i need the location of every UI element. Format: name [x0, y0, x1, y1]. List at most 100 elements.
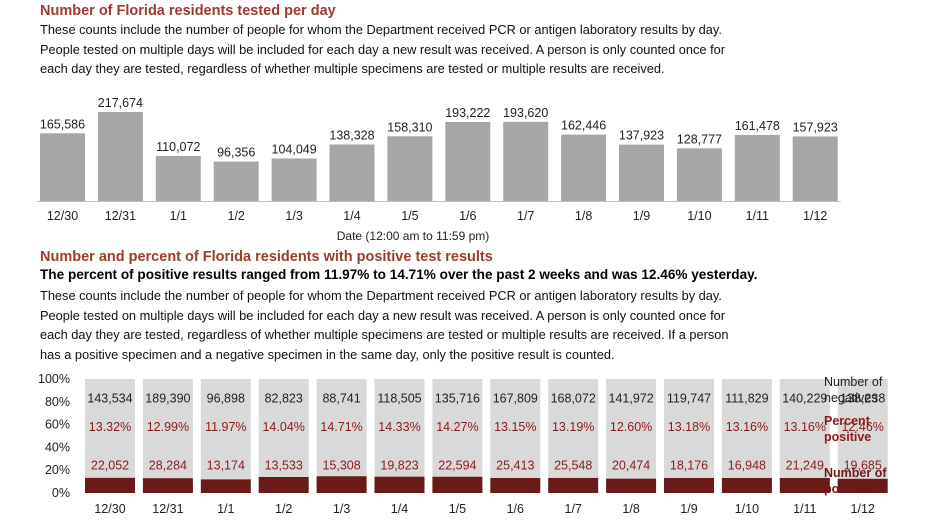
tested-value-label: 158,310 [387, 120, 432, 134]
x-tick-label: 1/10 [735, 502, 759, 516]
x-tick-label: 1/3 [333, 502, 350, 516]
tested-value-label: 217,674 [98, 96, 143, 110]
legend-negatives: Number of [824, 375, 883, 389]
negatives-bar-segment [258, 379, 309, 477]
x-tick-label: 1/12 [803, 209, 827, 223]
legend-negatives: negatives [824, 391, 878, 405]
negatives-bar-segment [200, 379, 251, 480]
x-tick-label: 12/31 [105, 209, 136, 223]
legend-positives: Number of [824, 466, 887, 480]
percent-positive-label: 13.15% [494, 420, 536, 434]
negatives-value-label: 141,972 [609, 391, 654, 405]
y-tick-label: 60% [45, 418, 70, 432]
negatives-bar-segment [316, 379, 367, 477]
x-tick-label: 1/7 [565, 502, 582, 516]
negatives-value-label: 167,809 [493, 391, 538, 405]
percent-positive-label: 12.60% [610, 420, 652, 434]
tested-value-label: 138,328 [329, 128, 374, 142]
x-tick-label: 12/30 [94, 502, 125, 516]
tested-bar [329, 144, 375, 201]
negatives-value-label: 96,898 [207, 391, 245, 405]
x-tick-label: 1/10 [687, 209, 711, 223]
tested-value-label: 193,222 [445, 106, 490, 120]
positives-bar-segment [200, 479, 251, 493]
description-line: These counts include the number of peopl… [40, 22, 722, 37]
percent-positive-label: 14.27% [436, 420, 478, 434]
y-tick-label: 100% [38, 372, 70, 386]
percent-positive-label: 13.32% [89, 420, 131, 434]
negatives-value-label: 168,072 [551, 391, 596, 405]
positives-value-label: 21,249 [786, 459, 824, 473]
positives-value-label: 13,533 [265, 459, 303, 473]
x-tick-label: 12/30 [47, 209, 78, 223]
positives-bar-segment [258, 476, 309, 493]
tested-bar [445, 121, 491, 201]
positive-chart-title: Number and percent of Florida residents … [40, 249, 493, 265]
description-line: People tested on multiple days will be i… [40, 41, 726, 57]
percent-positive-label: 12.99% [147, 420, 189, 434]
positives-value-label: 25,413 [496, 459, 534, 473]
x-tick-label: 1/8 [622, 502, 639, 516]
x-tick-label: 1/11 [746, 209, 769, 223]
tested-bar [676, 148, 722, 201]
legend-percent-positive: positive [824, 430, 871, 444]
negatives-value-label: 88,741 [322, 391, 360, 405]
tested-chart-title: Number of Florida residents tested per d… [40, 3, 336, 19]
negatives-bar-segment [142, 379, 193, 479]
y-tick-label: 0% [52, 486, 70, 500]
negatives-value-label: 135,716 [435, 391, 480, 405]
tested-per-day-chart: 165,586 12/30 217,674 12/31 110,072 1/1 96,356… [37, 96, 841, 243]
legend-percent-positive: Percent [824, 414, 871, 428]
x-tick-label: 1/3 [285, 209, 302, 223]
positives-bar-segment [374, 476, 425, 493]
x-tick-label: 1/6 [507, 502, 524, 516]
x-axis-title: Date (12:00 am to 11:59 pm) [337, 229, 490, 243]
positives-bar-segment [779, 477, 830, 493]
tested-value-label: 104,049 [272, 142, 317, 156]
x-tick-label: 1/4 [391, 502, 408, 516]
tested-value-label: 161,478 [735, 119, 780, 133]
positives-value-label: 19,823 [380, 459, 418, 473]
positives-bar-segment [664, 477, 714, 493]
positives-value-label: 20,474 [612, 459, 650, 473]
x-tick-label: 1/1 [217, 502, 234, 516]
percent-positive-label: 13.16% [726, 420, 768, 434]
x-tick-label: 1/7 [517, 209, 534, 223]
positives-value-label: 13,174 [207, 459, 245, 473]
tested-bar [387, 136, 433, 201]
positives-bar-segment [548, 477, 599, 493]
positives-value-label: 15,308 [322, 459, 360, 473]
tested-value-label: 162,446 [561, 119, 606, 133]
tested-bar [155, 155, 201, 201]
positives-bar-segment [432, 476, 483, 493]
x-tick-label: 1/4 [343, 209, 360, 223]
negatives-value-label: 143,534 [87, 391, 132, 405]
x-tick-label: 1/5 [401, 209, 418, 223]
x-tick-label: 1/2 [228, 209, 245, 223]
y-tick-label: 40% [45, 440, 70, 454]
y-tick-label: 20% [45, 463, 70, 477]
tested-value-label: 193,620 [503, 106, 548, 120]
x-tick-label: 1/1 [170, 209, 187, 223]
percent-positive-label: 11.97% [205, 420, 246, 434]
negatives-bar-segment [374, 379, 425, 477]
tested-bar [213, 161, 259, 201]
description-line: These counts include the number of peopl… [40, 288, 722, 303]
percent-positive-label: 14.71% [320, 420, 362, 434]
x-tick-label: 1/5 [449, 502, 466, 516]
tested-value-label: 96,356 [217, 146, 255, 160]
positives-value-label: 22,594 [438, 459, 476, 473]
percent-positive-label: 14.33% [378, 420, 420, 434]
x-tick-label: 1/9 [633, 209, 650, 223]
negatives-bar-segment [85, 379, 135, 478]
tested-value-label: 110,072 [156, 140, 200, 154]
tested-value-label: 137,923 [619, 129, 664, 143]
tested-value-label: 128,777 [677, 132, 722, 146]
positives-bar-segment [142, 478, 193, 493]
x-tick-label: 1/9 [680, 502, 697, 516]
positives-bar-segment [490, 478, 541, 493]
negatives-value-label: 140,229 [782, 391, 827, 405]
percent-positive-label: 13.19% [552, 420, 594, 434]
percent-positive-label: 14.04% [262, 420, 304, 434]
x-tick-label: 1/2 [275, 502, 292, 516]
